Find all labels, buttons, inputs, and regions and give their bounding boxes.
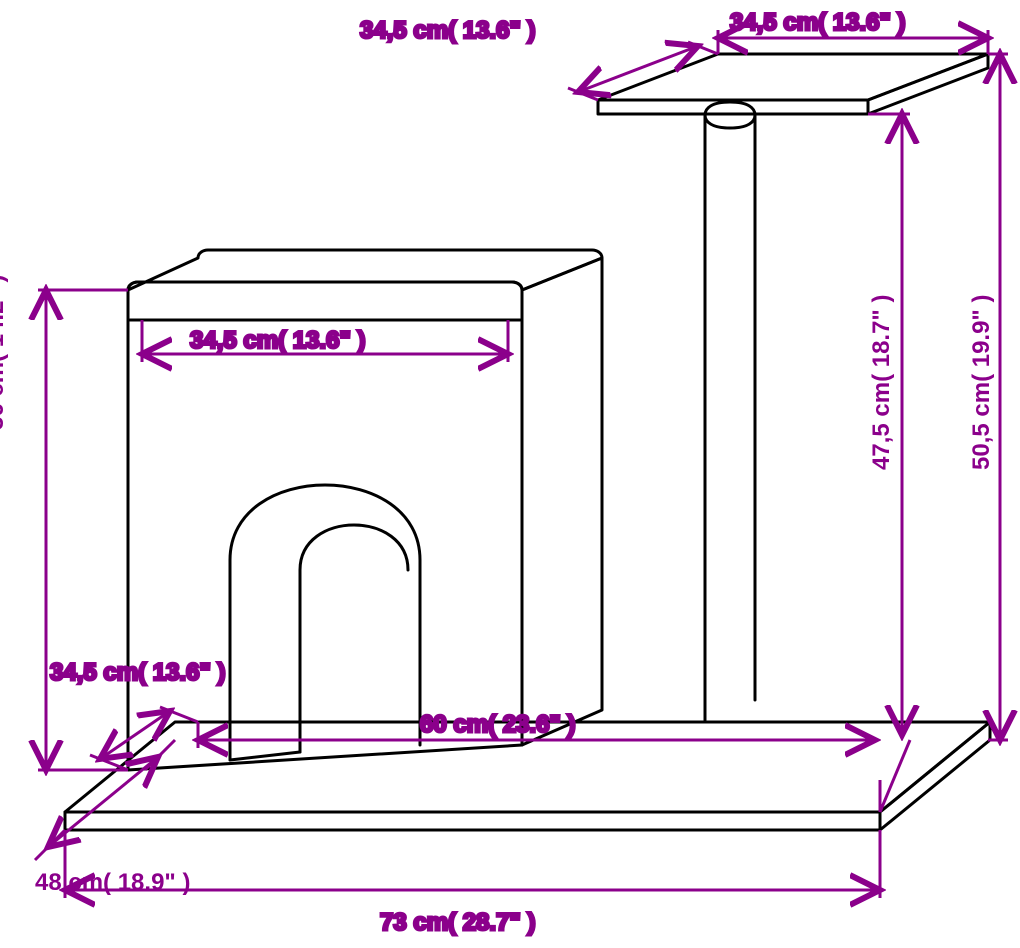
dim-span-label: 60 cm( 23.6" ) bbox=[420, 711, 575, 738]
dimension-drawing: 34,5 cm( 13.6" ) 34,5 cm( 13.6" ) 34,5 c… bbox=[0, 0, 1020, 948]
post bbox=[705, 102, 755, 720]
base-front bbox=[65, 812, 880, 830]
dim-box-d-ext1 bbox=[90, 755, 128, 770]
box-top bbox=[128, 250, 602, 290]
box-side bbox=[522, 258, 602, 745]
door-arch-inner bbox=[300, 525, 408, 752]
dim-box-d-label1: 34,5 cm( 13.6" ) bbox=[50, 659, 225, 686]
post-top-ellipse bbox=[705, 115, 755, 128]
dim-base-w-label: 73 cm( 28.7" ) bbox=[380, 909, 535, 936]
dim-top-depth-label: 34,5 cm( 13.6" ) bbox=[360, 17, 535, 44]
dim-top-width-label: 34,5 cm( 13.6" ) bbox=[730, 9, 905, 36]
platform-right bbox=[868, 54, 988, 114]
dim-box-w-label: 34,5 cm( 13.6" ) bbox=[190, 327, 365, 354]
door-arch-outer bbox=[230, 485, 420, 760]
